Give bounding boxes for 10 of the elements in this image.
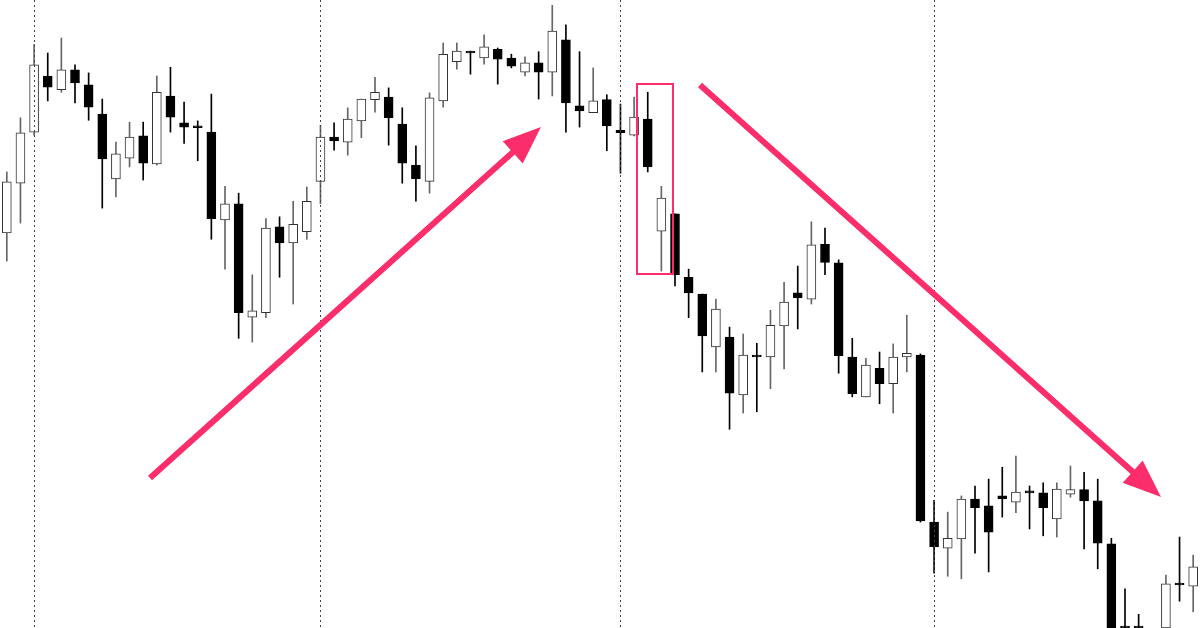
candlestick — [1079, 471, 1089, 550]
candlestick — [370, 76, 380, 113]
candlestick — [1011, 455, 1021, 514]
candlestick — [411, 145, 421, 202]
candlestick — [179, 101, 189, 144]
candlestick — [792, 265, 803, 330]
candlestick — [942, 511, 953, 577]
candlestick — [288, 200, 299, 305]
candlestick — [192, 120, 203, 162]
candlestick — [970, 485, 980, 554]
